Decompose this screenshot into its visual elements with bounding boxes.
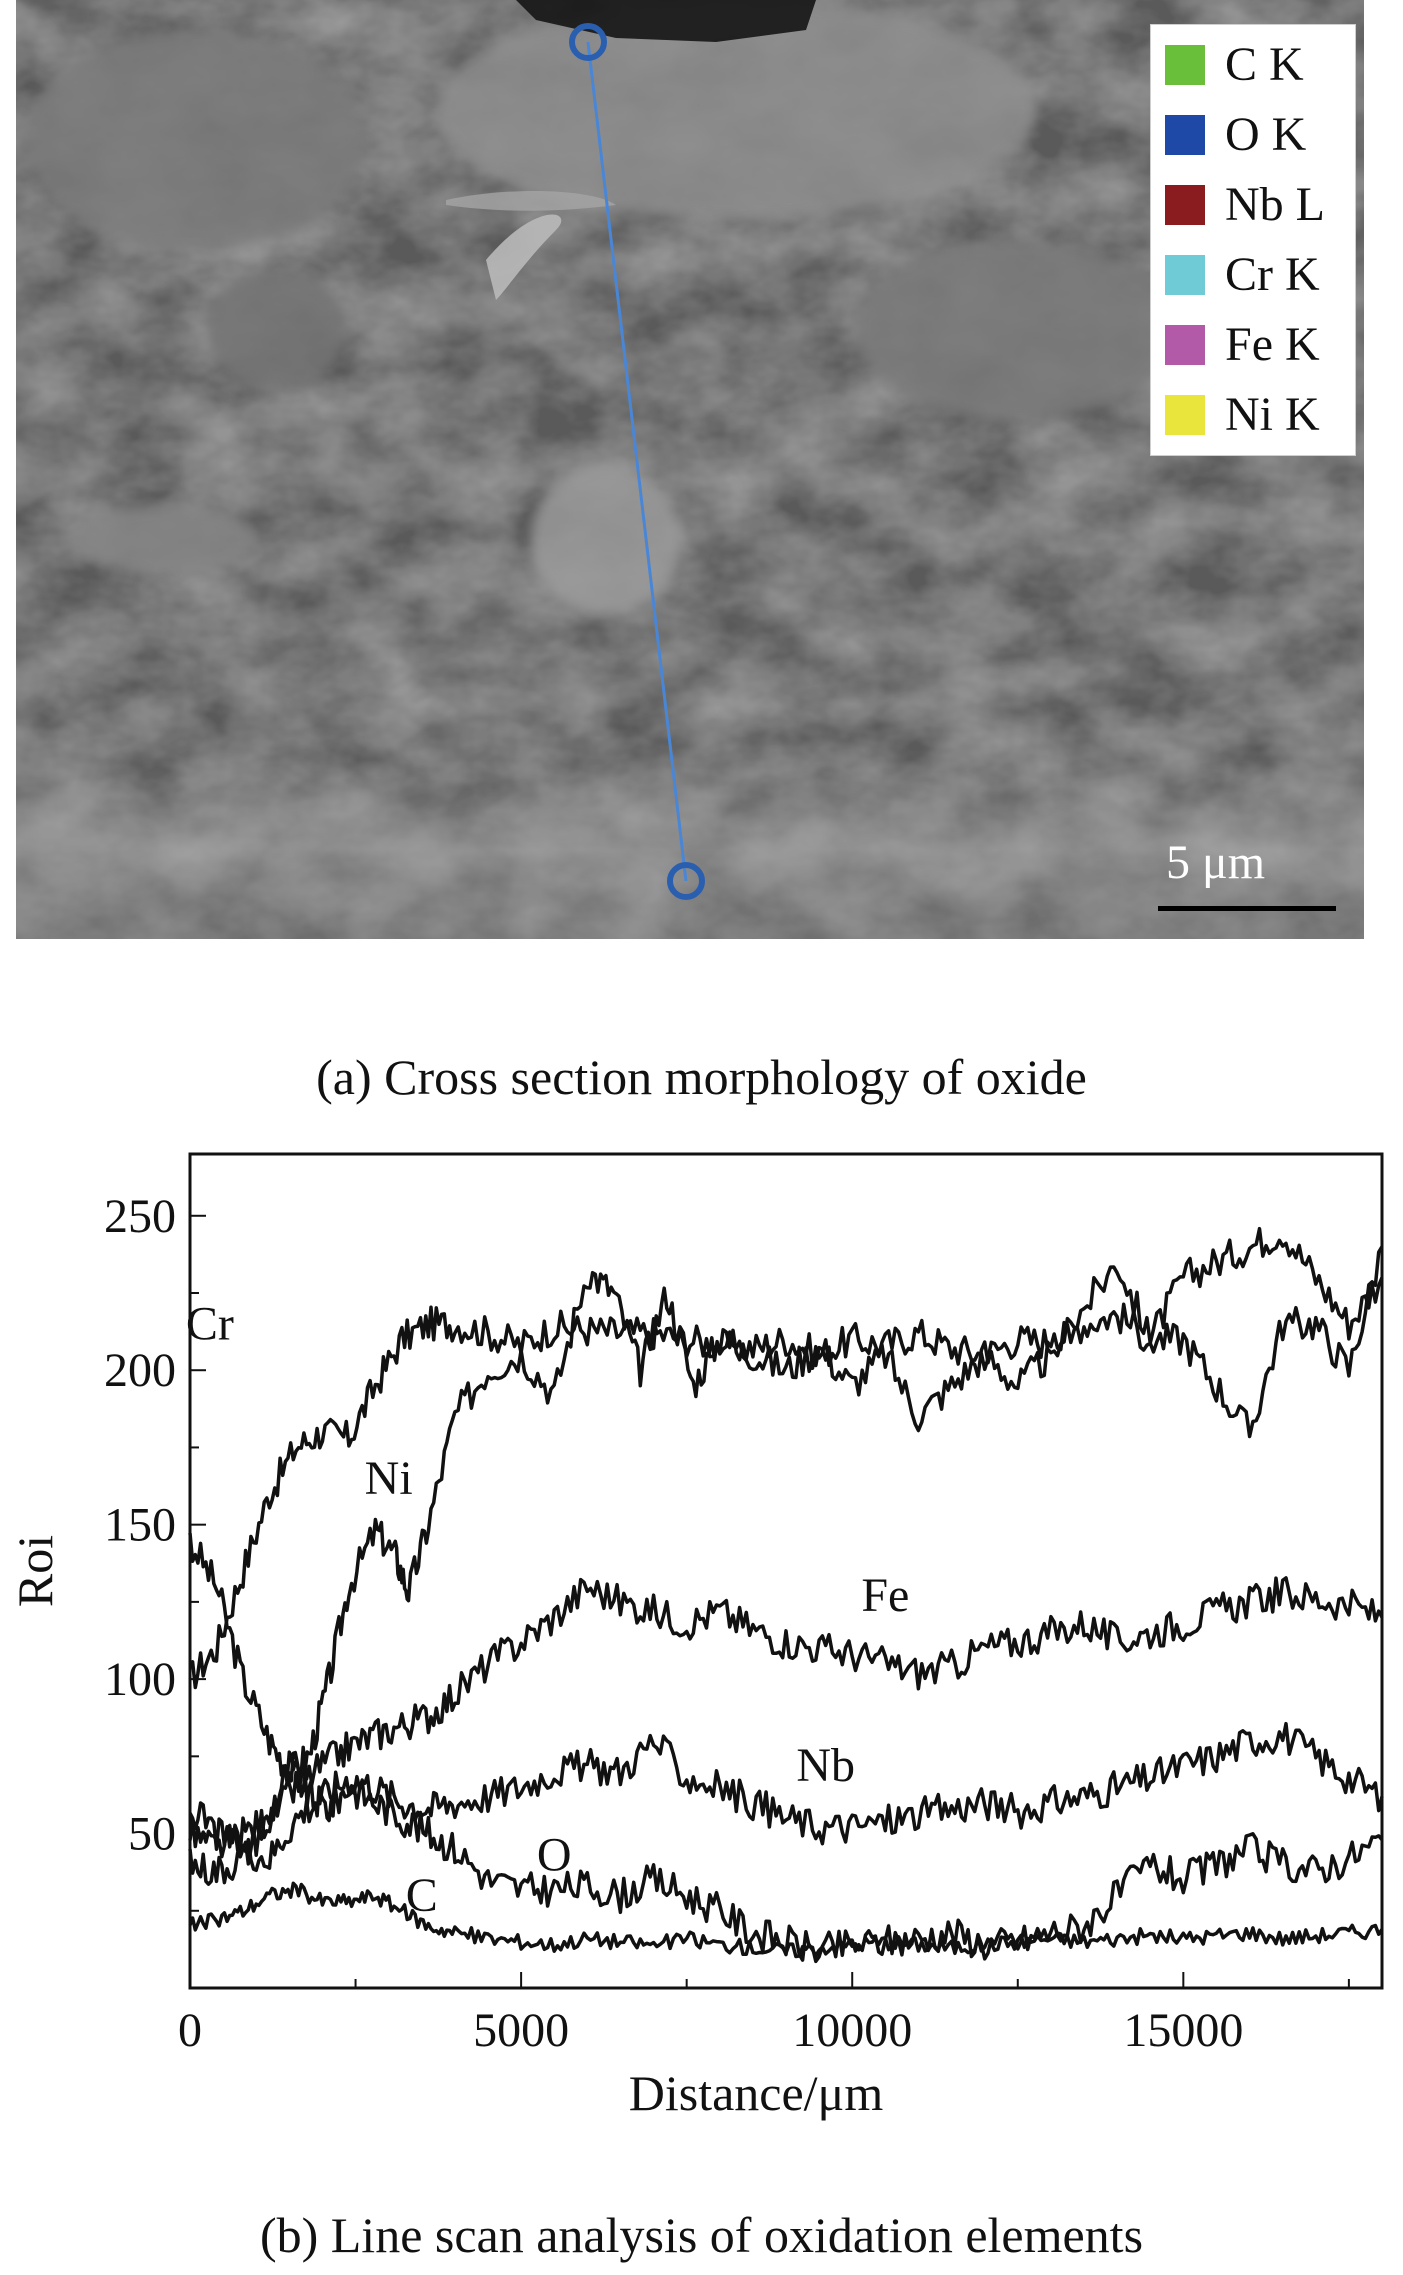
scan-line-overlay: [569, 23, 705, 900]
caption-panel-b: (b) Line scan analysis of oxidation elem…: [259, 2207, 1144, 2263]
series-label-c: C: [406, 1869, 438, 1922]
element-legend: C K O K Nb L Cr K Fe K Ni K: [1150, 24, 1356, 456]
legend-swatch: [1165, 45, 1205, 85]
legend-label: C K: [1225, 38, 1304, 91]
series-line-cr: [188, 1226, 1384, 1690]
series-line-fe: [188, 1576, 1384, 1859]
legend-label: O K: [1225, 108, 1307, 161]
scan-line: [586, 41, 688, 882]
chart-series: [188, 1226, 1384, 1964]
x-tick-label: 5000: [473, 2004, 569, 2057]
legend-item: Fe K: [1165, 311, 1355, 373]
legend-label: Ni K: [1225, 388, 1320, 441]
legend-item: O K: [1165, 101, 1355, 163]
series-line-c: [188, 1881, 1384, 1959]
series-label-nb: Nb: [796, 1739, 855, 1792]
x-axis-label: Distance/μm: [629, 2065, 884, 2121]
legend-swatch: [1165, 325, 1205, 365]
chart-labels: Cr Ni Fe Nb O C: [186, 1297, 909, 1921]
series-line-o: [188, 1750, 1384, 1964]
chart-axes: 0 5000 10000 15000 50 100 150 200 250 Distance/μm…: [7, 1152, 1384, 2121]
scan-end-marker[interactable]: [667, 862, 705, 900]
line-scan-chart: 0 5000 10000 15000 50 100 150 200 250 Distance/μm…: [7, 1152, 1384, 2121]
caption-panel-a: (a) Cross section morphology of oxide: [316, 1049, 1087, 1105]
x-tick-label: 10000: [792, 2004, 912, 2057]
legend-swatch: [1165, 395, 1205, 435]
series-label-ni: Ni: [365, 1452, 413, 1505]
y-tick-label: 150: [104, 1499, 176, 1552]
scale-bar: [1158, 906, 1336, 911]
legend-swatch: [1165, 115, 1205, 155]
legend-label: Nb L: [1225, 178, 1325, 231]
plot-frame: [188, 1152, 1384, 1990]
y-tick-label: 100: [104, 1653, 176, 1706]
legend-item: C K: [1165, 31, 1355, 93]
y-tick-label: 200: [104, 1344, 176, 1397]
sem-image-panel: C K O K Nb L Cr K Fe K Ni K 5 μm: [16, 0, 1364, 939]
legend-swatch: [1165, 255, 1205, 295]
scan-start-marker[interactable]: [569, 23, 607, 61]
y-axis-label: Roi: [7, 1535, 63, 1607]
legend-label: Fe K: [1225, 318, 1320, 371]
y-tick-label: 250: [104, 1190, 176, 1243]
legend-item: Cr K: [1165, 241, 1355, 303]
legend-item: Ni K: [1165, 381, 1355, 443]
series-label-cr: Cr: [186, 1297, 234, 1350]
sem-micrograph: [16, 0, 1364, 939]
series-line-nb: [188, 1721, 1384, 1873]
y-tick-label: 50: [128, 1808, 176, 1861]
series-label-o: O: [537, 1829, 572, 1882]
x-tick-label: 15000: [1123, 2004, 1243, 2057]
legend-item: Nb L: [1165, 171, 1355, 233]
scale-bar-label: 5 μm: [1166, 836, 1266, 889]
x-tick-label: 0: [178, 2004, 202, 2057]
legend-swatch: [1165, 185, 1205, 225]
series-label-fe: Fe: [861, 1569, 909, 1622]
series-line-ni: [188, 1245, 1384, 1787]
legend-label: Cr K: [1225, 248, 1320, 301]
